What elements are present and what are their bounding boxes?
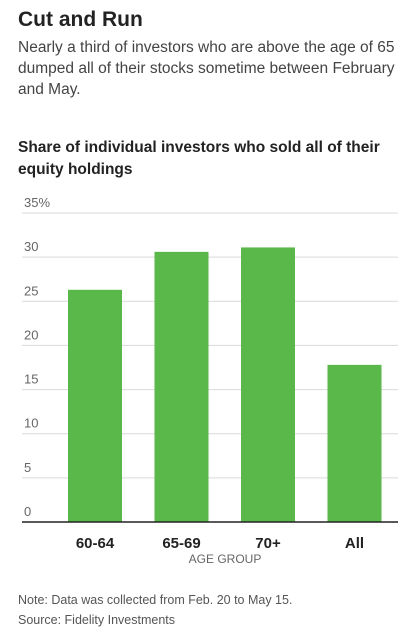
chart-title-heading: Cut and Run [18, 8, 143, 31]
note-text: Note: Data was collected from Feb. 20 to… [18, 593, 293, 607]
plot-title: Share of individual investors who sold a… [18, 139, 380, 178]
y-tick-label: 15 [24, 372, 38, 387]
source-text: Source: Fidelity Investments [18, 613, 176, 627]
y-tick-label: 10 [24, 416, 38, 431]
bar [68, 289, 122, 522]
y-tick-label: 20 [24, 327, 38, 342]
x-axis-label: AGE GROUP [189, 552, 262, 566]
y-tick-label: 35% [24, 195, 50, 210]
bar [154, 251, 209, 523]
labels: 0 5 10 15 20 25 30 35% 60-64 65-69 70+ All [24, 195, 364, 552]
x-tick-label: 60-64 [76, 535, 115, 552]
y-tick-label: 30 [24, 239, 38, 254]
x-tick-label: 70+ [255, 535, 281, 552]
bar-chart: 0 5 10 15 20 25 30 35% 60-64 65-69 70+ All AGE GROU… [22, 195, 398, 566]
chart-subtitle: Nearly a third of investors who are abov… [18, 39, 395, 98]
bars [68, 247, 382, 523]
bar [241, 247, 295, 522]
y-tick-label: 0 [24, 504, 31, 519]
chart-note-and-source: Note: Data was collected from Feb. 20 to… [18, 590, 292, 630]
y-tick-label: 5 [24, 460, 31, 475]
y-tick-label: 25 [24, 283, 38, 298]
x-tick-label: 65-69 [162, 535, 200, 552]
bar [327, 364, 382, 522]
x-tick-label: All [345, 535, 364, 552]
